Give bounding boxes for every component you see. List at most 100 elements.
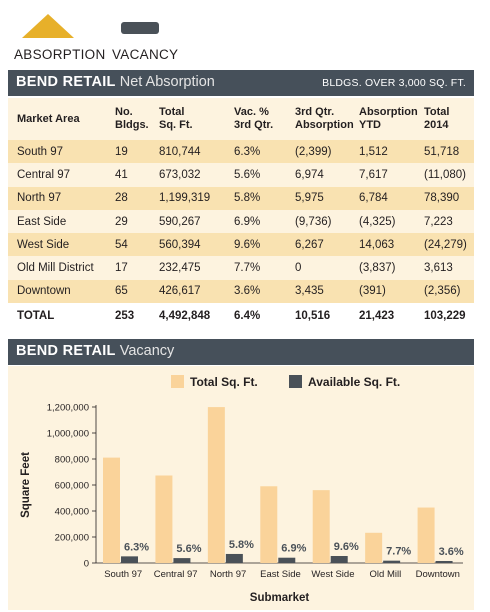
table-cell: (3,837): [359, 262, 396, 275]
table-cell: Downtown: [17, 285, 71, 298]
table-cell: 6.9%: [234, 215, 261, 228]
bar-total-sqft: [155, 475, 173, 563]
table-cell: 810,744: [159, 145, 201, 158]
data-label: 3.6%: [439, 546, 464, 558]
table-cell: 1,199,319: [159, 192, 211, 205]
x-tick-label: West Side: [311, 569, 354, 580]
table-cell: (2,399): [295, 145, 332, 158]
bar-total-sqft: [312, 490, 330, 563]
data-label: 6.9%: [281, 543, 306, 555]
table-header-cell: Vac. % 3rd Qtr.: [234, 106, 274, 131]
table-cell: Central 97: [17, 168, 71, 181]
table-row: Downtown 65 426,617 3.6% 3,435 (391) (2,356): [8, 279, 474, 304]
y-tick-label: 400,000: [55, 507, 89, 518]
table-header-cell: Total 2014: [424, 106, 450, 131]
table-cell: 590,267: [159, 215, 201, 228]
x-tick-label: Downtown: [416, 569, 460, 580]
table-cell: 7.7%: [234, 262, 261, 275]
table-cell: 10,516: [295, 309, 331, 322]
data-label: 5.6%: [176, 543, 201, 555]
table-cell: 560,394: [159, 238, 201, 251]
table-cell: (11,080): [424, 168, 466, 181]
table-cell: 21,423: [359, 309, 395, 322]
data-label: 9.6%: [334, 541, 359, 553]
absorption-label: ABSORPTION: [14, 47, 106, 62]
bar-available-sqft: [383, 560, 401, 563]
table-header-cell: Market Area: [17, 112, 80, 125]
table-cell: (24,279): [424, 238, 467, 251]
table-row: North 97 28 1,199,319 5.8% 5,975 6,784 78,390: [8, 186, 474, 210]
vacancy-section-header: BEND RETAIL Vacancy: [8, 339, 474, 365]
table-cell: 9.6%: [234, 238, 261, 251]
bar-available-sqft: [435, 561, 453, 563]
legend-label: Total Sq. Ft.: [190, 375, 258, 389]
table-cell: 7,223: [424, 215, 453, 228]
data-label: 6.3%: [124, 541, 149, 553]
vacancy-chart-panel: Total Sq. Ft. Available Sq. Ft. 0 200,000 40…: [8, 366, 474, 610]
y-tick-label: 600,000: [55, 481, 89, 492]
bar-total-sqft: [365, 532, 383, 563]
table-cell: 3.6%: [234, 285, 261, 298]
table-cell: 5,975: [295, 192, 324, 205]
y-tick-label: 200,000: [55, 533, 89, 544]
table-cell: (9,736): [295, 215, 332, 228]
table-header-cell: No. Bldgs.: [115, 106, 149, 131]
y-tick-label: 1,200,000: [47, 403, 89, 414]
bar-available-sqft: [121, 556, 138, 563]
legend-label: Available Sq. Ft.: [308, 375, 400, 389]
table-cell: 65: [115, 285, 128, 298]
y-tick-label: 1,000,000: [47, 429, 89, 440]
y-tick-label: 800,000: [55, 455, 89, 466]
vacancy-bar-icon: [121, 22, 159, 34]
bar-available-sqft: [225, 553, 243, 563]
table-cell: 3,435: [295, 285, 324, 298]
x-tick-label: East Side: [260, 569, 301, 580]
table-cell: (2,356): [424, 285, 461, 298]
x-axis-title: Submarket: [250, 592, 310, 604]
table-cell: 1,512: [359, 145, 388, 158]
vacancy-chart: Total Sq. Ft. Available Sq. Ft. 0 200,000 40…: [20, 375, 464, 604]
table-cell: South 97: [17, 145, 64, 158]
table-cell: 6,974: [295, 168, 324, 181]
table-cell: 14,063: [359, 238, 395, 251]
table-cell: 54: [115, 238, 128, 251]
x-tick-label: Old Mill: [370, 569, 402, 580]
table-cell: 673,032: [159, 168, 201, 181]
table-total-row: TOTAL 253 4,492,848 6.4% 10,516 21,423 103,229: [8, 303, 474, 327]
table-cell: 5.6%: [234, 168, 261, 181]
table-cell: 41: [115, 168, 128, 181]
table-cell: 6.4%: [234, 309, 261, 322]
absorption-triangle-icon: [22, 14, 74, 38]
table-row: South 97 19 810,744 6.3% (2,399) 1,512 51,718: [8, 140, 474, 164]
absorption-section-title: BEND RETAIL Net Absorption: [16, 74, 215, 90]
absorption-section-header: BEND RETAIL Net Absorption BLDGS. OVER 3…: [8, 70, 474, 96]
table-cell: West Side: [17, 238, 70, 251]
bar-available-sqft: [278, 557, 296, 563]
table-cell: 29: [115, 215, 128, 228]
table-cell: 3,613: [424, 262, 453, 275]
data-label: 7.7%: [386, 546, 411, 558]
table-cell: (391): [359, 285, 386, 298]
table-cell: 4,492,848: [159, 309, 211, 322]
table-header-cell: 3rd Qtr. Absorption: [295, 106, 354, 131]
table-cell: 6,267: [295, 238, 324, 251]
absorption-section-note: BLDGS. OVER 3,000 SQ. FT.: [322, 77, 466, 89]
table-header-cell: Total Sq. Ft.: [159, 106, 193, 131]
table-cell: 0: [295, 262, 302, 275]
bar-total-sqft: [260, 486, 278, 563]
table-cell: 103,229: [424, 309, 466, 322]
table-row: Old Mill District 17 232,475 7.7% 0 (3,837) 3,…: [8, 256, 474, 280]
table-cell: 78,390: [424, 192, 460, 205]
table-row: East Side 29 590,267 6.9% (9,736) (4,325) 7,22…: [8, 209, 474, 234]
table-cell: 426,617: [159, 285, 201, 298]
table-cell: Old Mill District: [17, 262, 94, 275]
table-cell: 6.3%: [234, 145, 261, 158]
y-tick-label: 0: [84, 559, 89, 570]
vacancy-label: VACANCY: [112, 47, 179, 62]
table-row: West Side 54 560,394 9.6% 6,267 14,063 (24,279…: [8, 233, 474, 257]
table-cell: TOTAL: [17, 309, 55, 322]
absorption-table: Market Area No. Bldgs. Total Sq. Ft. Vac. % 3r…: [8, 98, 474, 327]
table-cell: 232,475: [159, 262, 201, 275]
table-cell: North 97: [17, 192, 62, 205]
x-tick-label: Central 97: [154, 569, 198, 580]
